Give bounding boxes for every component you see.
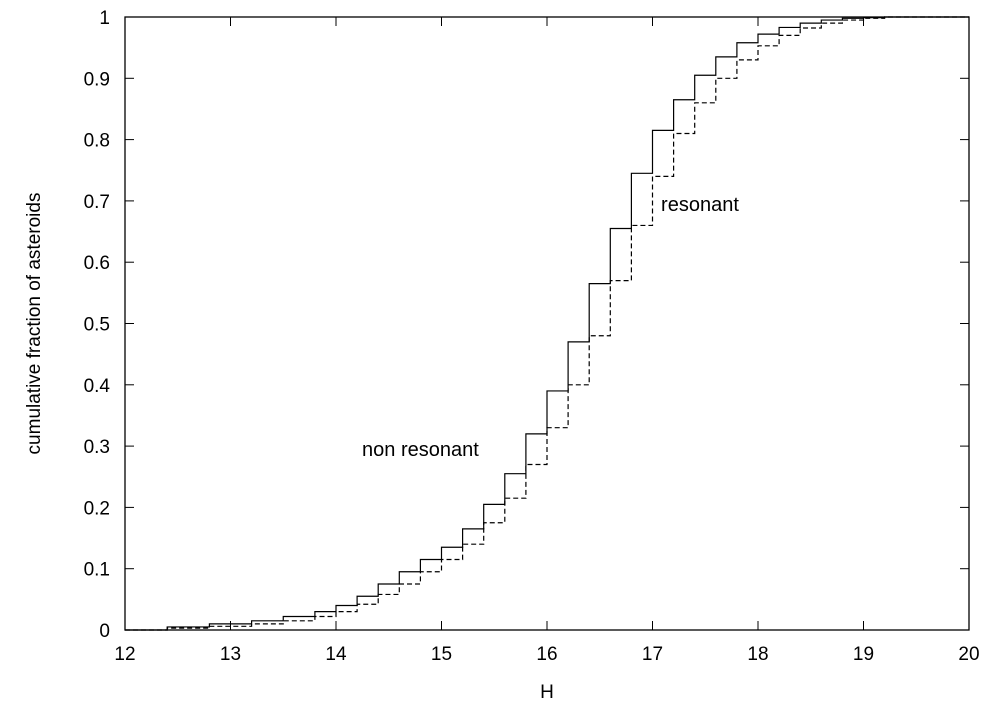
x-tick-label: 16 [536, 644, 557, 665]
x-tick-label: 17 [642, 644, 663, 665]
x-tick-label: 12 [114, 644, 135, 665]
y-tick-label: 1 [99, 8, 110, 29]
y-tick-label: 0.5 [84, 315, 110, 336]
labels-layer: 12 13 14 15 16 17 18 19 20 0 0.1 0.2 0.3 0.4 0.5 0.6 0.7… [84, 8, 980, 665]
y-axis-title: cumulative fraction of asteroids [24, 193, 45, 455]
y-tick-label: 0.3 [84, 437, 110, 458]
series-layer [125, 16, 969, 631]
x-tick-label: 20 [958, 644, 979, 665]
y-tick-label: 0 [99, 621, 110, 642]
y-tick-label: 0.2 [84, 498, 110, 519]
annotation-label: non resonant [362, 439, 479, 461]
y-tick-label: 0.8 [84, 131, 110, 152]
plot-frame [124, 16, 970, 631]
series-line-resonant [125, 16, 969, 631]
x-tick-label: 14 [325, 644, 347, 665]
annotation-label: resonant [661, 194, 739, 216]
x-tick-label: 15 [431, 644, 452, 665]
x-tick-label: 19 [853, 644, 874, 665]
y-tick-label: 0.9 [84, 69, 110, 90]
annotation-layer: resonant non resonant [362, 194, 739, 461]
x-axis-title: H [540, 682, 554, 703]
y-tick-label: 0.1 [84, 560, 110, 581]
y-tick-label: 0.6 [84, 253, 110, 274]
series-line-non-resonant [125, 16, 969, 631]
y-tick-label: 0.7 [84, 192, 110, 213]
x-tick-label: 18 [747, 644, 768, 665]
y-tick-label: 0.4 [84, 376, 111, 397]
x-tick-label: 13 [220, 644, 241, 665]
ticks-layer [124, 16, 970, 631]
